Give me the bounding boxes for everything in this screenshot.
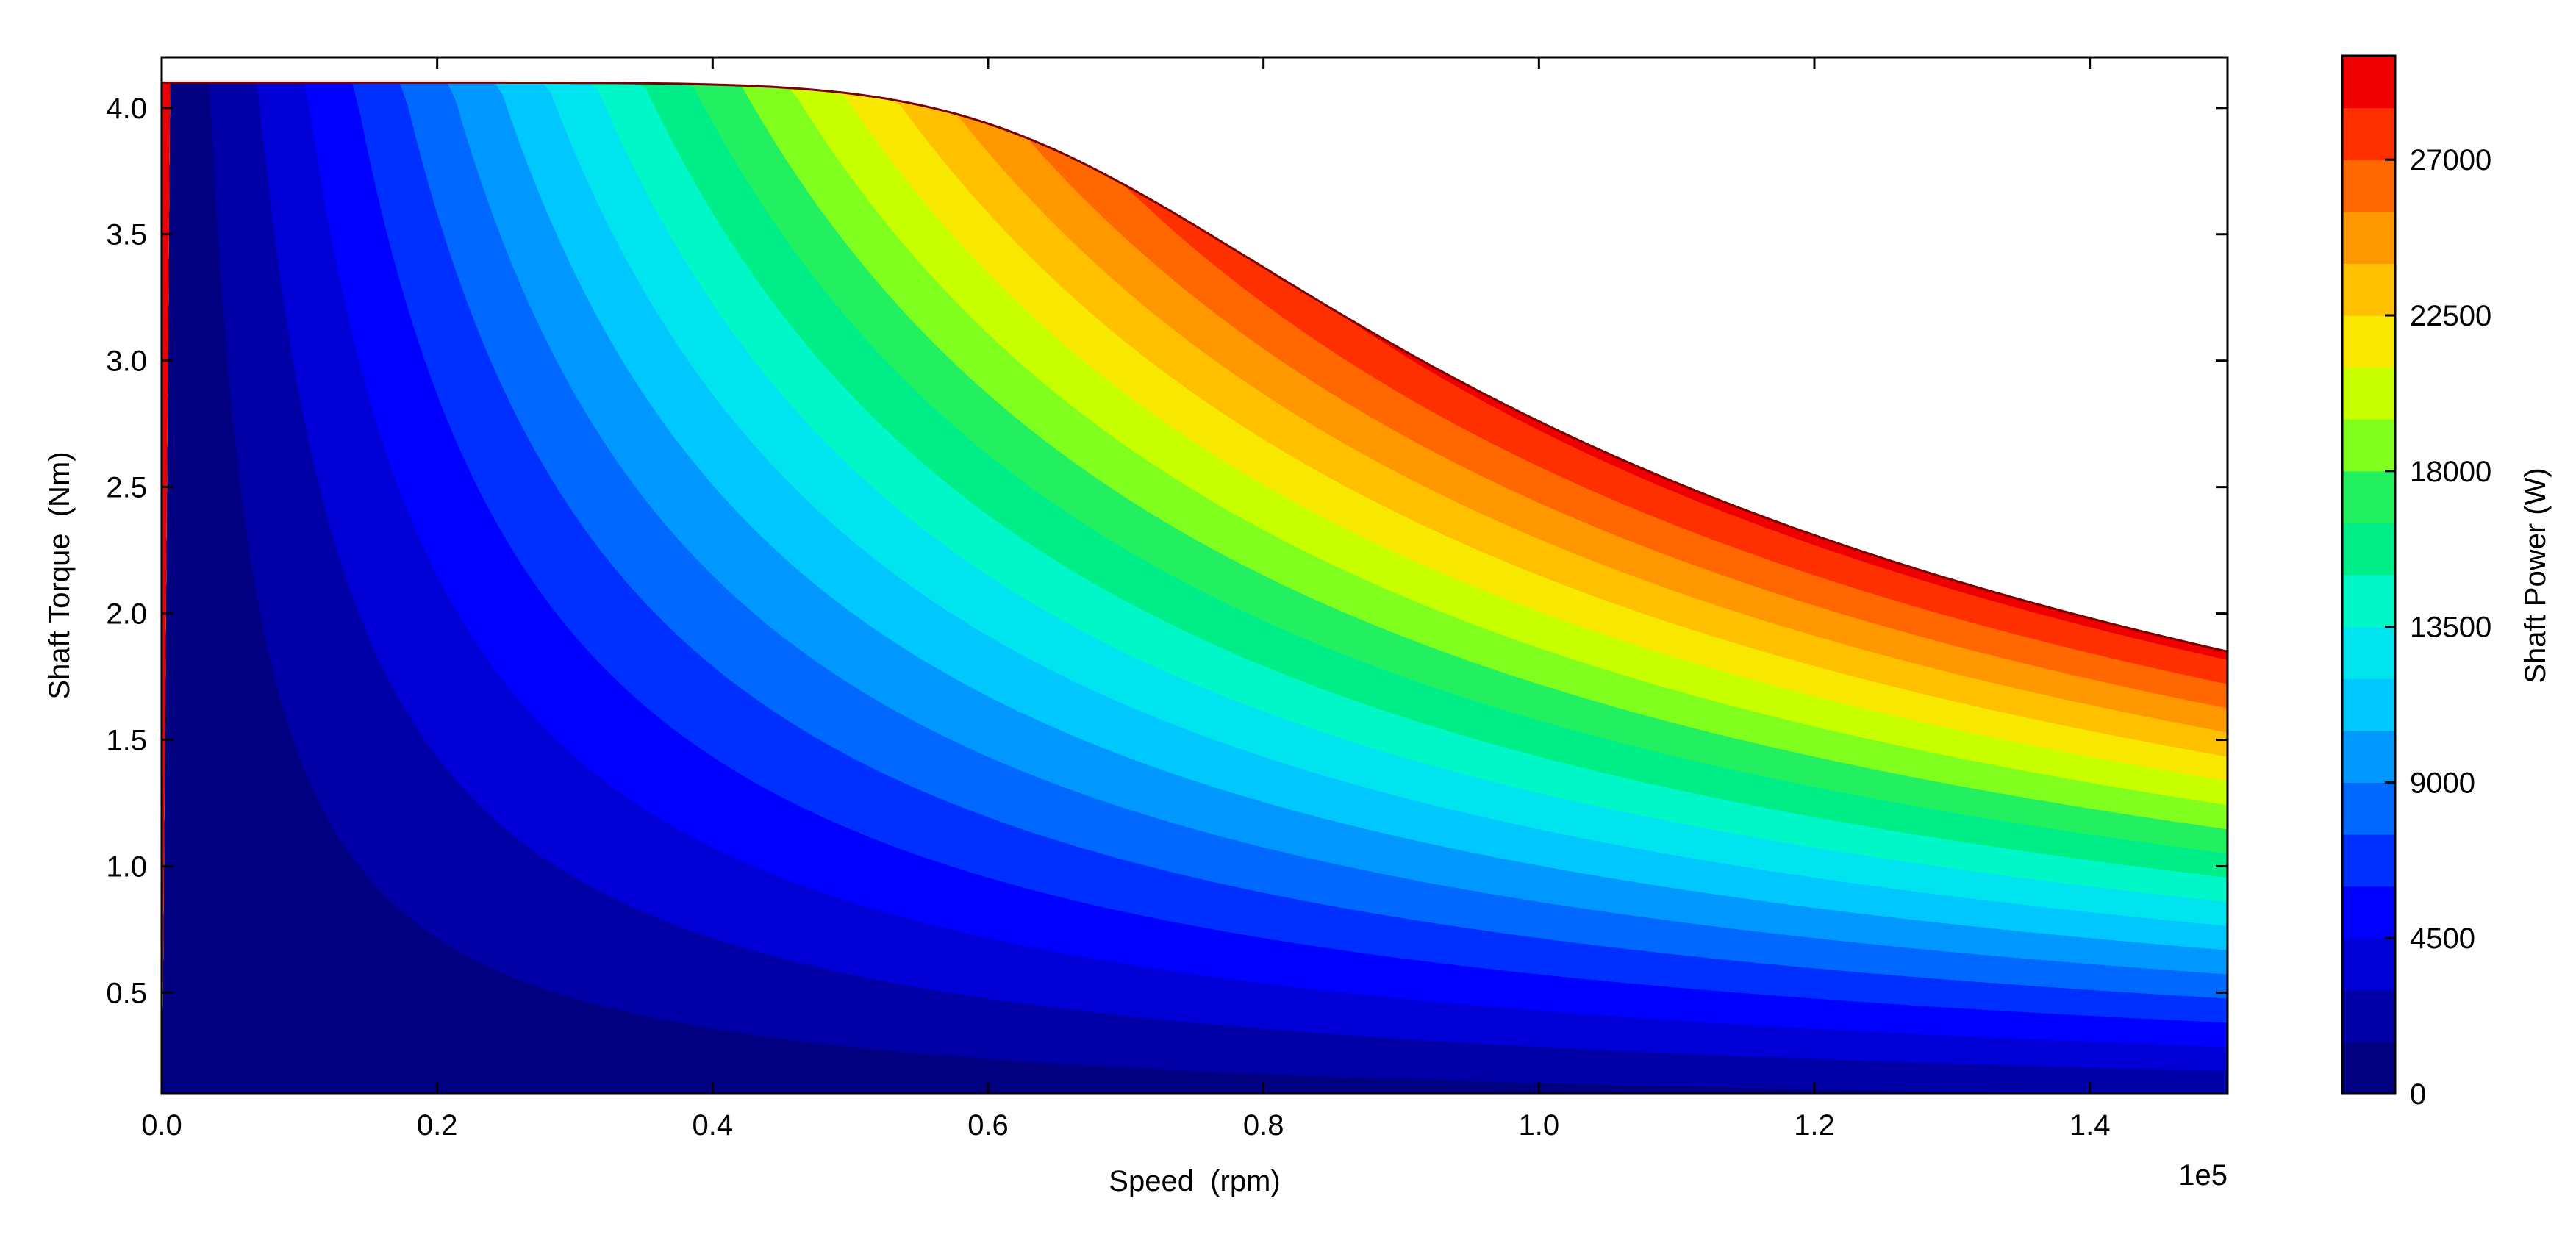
colorbar-swatches: [2342, 56, 2395, 1094]
y-tick-label: 1.0: [106, 850, 147, 883]
x-tick-label: 1.2: [1794, 1109, 1835, 1142]
x-tick-label: 0.4: [693, 1109, 734, 1142]
y-tick-label: 3.0: [106, 345, 147, 378]
x-tick-label: 0.6: [967, 1109, 1009, 1142]
colorbar-swatch: [2342, 1042, 2395, 1094]
colorbar-swatch: [2342, 419, 2395, 472]
colorbar-ticks: 0 4500 9000 13500 18000 22500 27000: [2385, 144, 2491, 1111]
y-tick-label: 4.0: [106, 93, 147, 125]
y-tick-label: 1.5: [106, 725, 147, 757]
colorbar-swatch: [2342, 523, 2395, 576]
y-tick-label: 2.0: [106, 598, 147, 631]
colorbar: 0 4500 9000 13500 18000 22500 27000 Shaft Powe…: [2341, 54, 2552, 1111]
y-axis-label: Shaft Torque (Nm): [43, 451, 76, 699]
colorbar-swatch: [2342, 989, 2395, 1042]
colorbar-swatch: [2342, 107, 2395, 160]
contour-bands: [162, 82, 2228, 1094]
colorbar-tick-label: 0: [2410, 1078, 2426, 1111]
y-tick-label: 3.5: [106, 219, 147, 251]
colorbar-swatch: [2342, 626, 2395, 679]
colorbar-swatch: [2342, 782, 2395, 835]
colorbar-swatch: [2342, 575, 2395, 628]
colorbar-swatch: [2342, 211, 2395, 264]
colorbar-label: Shaft Power (W): [2519, 467, 2552, 683]
colorbar-swatch: [2342, 886, 2395, 939]
x-tick-label: 0.0: [141, 1109, 182, 1142]
colorbar-tick-label: 18000: [2410, 456, 2491, 488]
x-tick-label: 0.8: [1243, 1109, 1284, 1142]
colorbar-swatch: [2342, 938, 2395, 991]
y-tick-label: 0.5: [106, 977, 147, 1009]
colorbar-tick-label: 13500: [2410, 612, 2491, 644]
colorbar-swatch: [2342, 160, 2395, 212]
x-tick-label: 1.4: [2069, 1109, 2111, 1142]
x-tick-label: 0.2: [417, 1109, 458, 1142]
colorbar-swatch: [2342, 315, 2395, 368]
colorbar-swatch: [2342, 470, 2395, 523]
plot-area: [160, 56, 2229, 1095]
plot-frame: [160, 56, 2229, 1095]
colorbar-swatch: [2342, 263, 2395, 316]
y-tick-label: 2.5: [106, 472, 147, 504]
x-axis-offset-label: 1e5: [2178, 1159, 2228, 1192]
colorbar-swatch: [2342, 834, 2395, 887]
colorbar-tick-label: 4500: [2410, 922, 2475, 955]
colorbar-tick-label: 9000: [2410, 767, 2475, 799]
colorbar-tick-label: 27000: [2410, 144, 2491, 176]
colorbar-frame: [2341, 54, 2397, 1095]
y-axis: 0.5 1.0 1.5 2.0 2.5 3.0 3.5 4.0: [106, 93, 2228, 1009]
x-axis: 0.0 0.2 0.4 0.6 0.8 1.0 1.2 1.4: [141, 57, 2110, 1142]
colorbar-swatch: [2342, 678, 2395, 731]
colorbar-swatch: [2342, 367, 2395, 420]
colorbar-swatch: [2342, 730, 2395, 783]
colorbar-swatch: [2342, 56, 2395, 109]
colorbar-tick-label: 22500: [2410, 300, 2491, 332]
torque-speed-envelope: [162, 81, 2228, 653]
x-axis-label: Speed (rpm): [1109, 1165, 1280, 1197]
x-tick-label: 1.0: [1519, 1109, 1560, 1142]
